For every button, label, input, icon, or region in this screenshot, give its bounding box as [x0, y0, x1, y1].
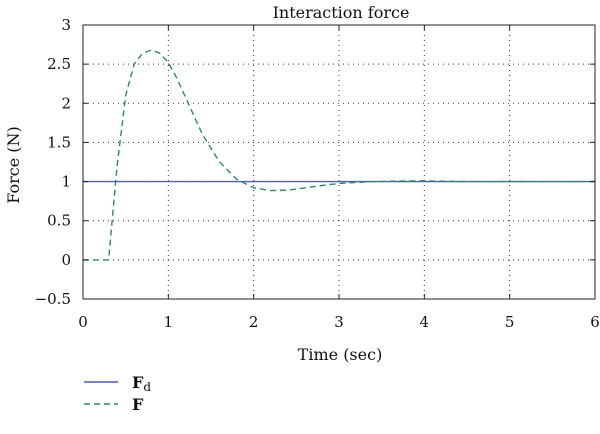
grid	[83, 25, 595, 299]
x-tick-label: 5	[505, 313, 515, 331]
y-tick-label: 2.5	[47, 55, 71, 73]
chart-title: Interaction force	[273, 3, 410, 22]
x-tick-label: 1	[164, 313, 174, 331]
y-axis-label: Force (N)	[4, 126, 23, 204]
legend-label: F	[132, 395, 144, 414]
series-line-f	[83, 49, 595, 261]
y-tick-label: −0.5	[35, 290, 71, 308]
series-group	[83, 49, 595, 261]
x-tick-label: 0	[78, 313, 88, 331]
y-tick-label: 2	[61, 94, 71, 112]
tick-group: 0 1 2 3 4 5 6 −0.5 0 0.5 1 1.5 2 2.5 3	[35, 16, 600, 331]
x-tick-label: 3	[334, 313, 344, 331]
legend-subscript: d	[143, 380, 151, 394]
y-tick-label: 3	[61, 16, 71, 34]
x-tick-label: 2	[249, 313, 259, 331]
legend-label: Fd	[132, 373, 151, 394]
x-axis-label: Time (sec)	[298, 345, 383, 364]
legend: FdF	[84, 373, 151, 414]
x-tick-label: 4	[420, 313, 430, 331]
y-tick-label: 1	[61, 173, 71, 191]
y-tick-label: 0.5	[47, 212, 71, 230]
plot-frame	[82, 24, 596, 300]
x-tick-label: 6	[590, 313, 600, 331]
y-tick-label: 1.5	[47, 133, 71, 151]
y-tick-label: 0	[61, 251, 71, 269]
